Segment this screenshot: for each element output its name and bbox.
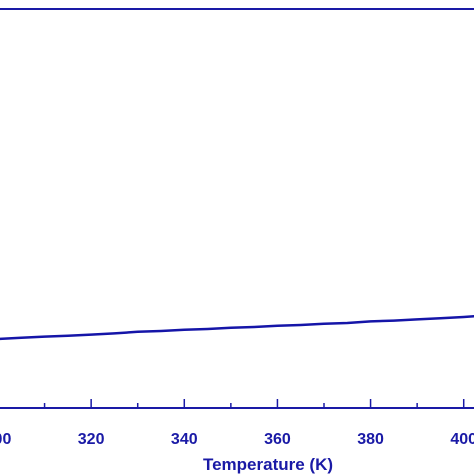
x-tick-label: 400 [450, 431, 474, 448]
x-ticks [43, 399, 465, 408]
x-tick-label: 360 [264, 431, 291, 448]
series-layer [0, 315, 474, 341]
x-tick-labels: 300 320 340 360 380 400 [0, 431, 474, 448]
plot-frame [0, 8, 474, 409]
x-tick-label: 380 [357, 431, 384, 448]
series-line [0, 315, 474, 341]
x-tick-label: 340 [171, 431, 198, 448]
x-tick-label: 300 [0, 431, 11, 448]
x-tick-label: 320 [78, 431, 105, 448]
x-axis-title: Temperature (K) [203, 455, 333, 474]
